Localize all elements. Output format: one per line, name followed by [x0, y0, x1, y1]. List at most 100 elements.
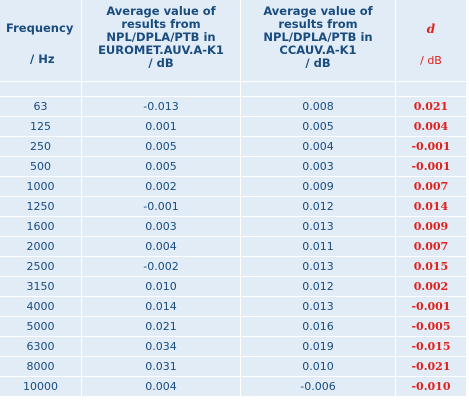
header-row: Frequency / Hz Average value of results … [0, 0, 467, 82]
d-cell: -0.005 [396, 317, 467, 337]
ccauv-cell: 0.004 [241, 137, 396, 157]
frequency-cell: 6300 [0, 337, 82, 357]
table-row: 10000 0.004 -0.006 -0.010 [0, 377, 467, 397]
euromet-cell: -0.002 [82, 257, 241, 277]
spacer-row [0, 82, 467, 97]
euromet-cell: 0.004 [82, 237, 241, 257]
frequency-cell: 1600 [0, 217, 82, 237]
d-cell: -0.015 [396, 337, 467, 357]
d-header-unit: / dB [420, 54, 442, 67]
euromet-cell: 0.034 [82, 337, 241, 357]
euromet-header: Average value of results from NPL/DPLA/P… [82, 0, 241, 82]
table-row: 1600 0.003 0.013 0.009 [0, 217, 467, 237]
euromet-cell: 0.014 [82, 297, 241, 317]
d-cell: -0.001 [396, 157, 467, 177]
table-row: 2500 -0.002 0.013 0.015 [0, 257, 467, 277]
d-cell: 0.014 [396, 197, 467, 217]
table-row: 250 0.005 0.004 -0.001 [0, 137, 467, 157]
ccauv-cell: 0.003 [241, 157, 396, 177]
frequency-cell: 125 [0, 117, 82, 137]
spacer-cell [0, 82, 82, 97]
euromet-header-line: NPL/DPLA/PTB in [106, 30, 216, 44]
ccauv-cell: 0.012 [241, 197, 396, 217]
euromet-cell: 0.005 [82, 137, 241, 157]
euromet-header-line: Average value of [106, 4, 216, 18]
frequency-cell: 500 [0, 157, 82, 177]
euromet-cell: -0.001 [82, 197, 241, 217]
d-cell: -0.021 [396, 357, 467, 377]
euromet-cell: 0.010 [82, 277, 241, 297]
euromet-header-line: EUROMET.AUV.A-K1 [98, 43, 224, 57]
euromet-cell: 0.005 [82, 157, 241, 177]
d-cell: 0.002 [396, 277, 467, 297]
ccauv-header-line: NPL/DPLA/PTB in [263, 30, 373, 44]
ccauv-header-unit: / dB [305, 56, 331, 70]
frequency-cell: 8000 [0, 357, 82, 377]
table-header: Frequency / Hz Average value of results … [0, 0, 467, 82]
euromet-cell: 0.021 [82, 317, 241, 337]
d-cell: 0.007 [396, 237, 467, 257]
d-cell: 0.015 [396, 257, 467, 277]
frequency-cell: 2000 [0, 237, 82, 257]
frequency-cell: 63 [0, 97, 82, 117]
ccauv-cell: 0.011 [241, 237, 396, 257]
table-row: 1250 -0.001 0.012 0.014 [0, 197, 467, 217]
ccauv-cell: -0.006 [241, 377, 396, 397]
frequency-cell: 1000 [0, 177, 82, 197]
euromet-cell: -0.013 [82, 97, 241, 117]
d-cell: -0.001 [396, 297, 467, 317]
d-cell: -0.010 [396, 377, 467, 397]
spacer-cell [82, 82, 241, 97]
ccauv-cell: 0.013 [241, 217, 396, 237]
ccauv-header: Average value of results from NPL/DPLA/P… [241, 0, 396, 82]
d-cell: 0.009 [396, 217, 467, 237]
d-cell: -0.001 [396, 137, 467, 157]
frequency-cell: 250 [0, 137, 82, 157]
table-row: 4000 0.014 0.013 -0.001 [0, 297, 467, 317]
table-row: 63 -0.013 0.008 0.021 [0, 97, 467, 117]
frequency-header-unit: / Hz [30, 52, 55, 66]
d-cell: 0.004 [396, 117, 467, 137]
table-body: 63 -0.013 0.008 0.021 125 0.001 0.005 0.004 250 0… [0, 82, 467, 397]
euromet-cell: 0.004 [82, 377, 241, 397]
ccauv-cell: 0.013 [241, 257, 396, 277]
table-row: 8000 0.031 0.010 -0.021 [0, 357, 467, 377]
d-cell: 0.007 [396, 177, 467, 197]
d-header-symbol: d [426, 22, 436, 36]
frequency-cell: 2500 [0, 257, 82, 277]
frequency-header: Frequency / Hz [0, 0, 82, 82]
euromet-cell: 0.002 [82, 177, 241, 197]
ccauv-header-line: Average value of [263, 4, 373, 18]
euromet-header-unit: / dB [148, 56, 174, 70]
frequency-cell: 10000 [0, 377, 82, 397]
euromet-header-line: results from [121, 17, 201, 31]
table-row: 3150 0.010 0.012 0.002 [0, 277, 467, 297]
table-row: 125 0.001 0.005 0.004 [0, 117, 467, 137]
spacer-cell [241, 82, 396, 97]
d-header: d / dB [396, 0, 467, 82]
table-row: 500 0.005 0.003 -0.001 [0, 157, 467, 177]
table-row: 2000 0.004 0.011 0.007 [0, 237, 467, 257]
ccauv-cell: 0.008 [241, 97, 396, 117]
frequency-cell: 1250 [0, 197, 82, 217]
ccauv-cell: 0.016 [241, 317, 396, 337]
ccauv-header-line: CCAUV.A-K1 [279, 43, 357, 57]
d-cell: 0.021 [396, 97, 467, 117]
euromet-cell: 0.001 [82, 117, 241, 137]
frequency-header-label: Frequency [6, 21, 74, 35]
ccauv-cell: 0.019 [241, 337, 396, 357]
ccauv-cell: 0.010 [241, 357, 396, 377]
ccauv-header-line: results from [278, 17, 358, 31]
table-row: 5000 0.021 0.016 -0.005 [0, 317, 467, 337]
ccauv-cell: 0.009 [241, 177, 396, 197]
frequency-cell: 3150 [0, 277, 82, 297]
ccauv-cell: 0.005 [241, 117, 396, 137]
results-table: Frequency / Hz Average value of results … [0, 0, 467, 397]
frequency-cell: 5000 [0, 317, 82, 337]
table-row: 1000 0.002 0.009 0.007 [0, 177, 467, 197]
euromet-cell: 0.031 [82, 357, 241, 377]
spacer-cell [396, 82, 467, 97]
ccauv-cell: 0.013 [241, 297, 396, 317]
ccauv-cell: 0.012 [241, 277, 396, 297]
euromet-cell: 0.003 [82, 217, 241, 237]
